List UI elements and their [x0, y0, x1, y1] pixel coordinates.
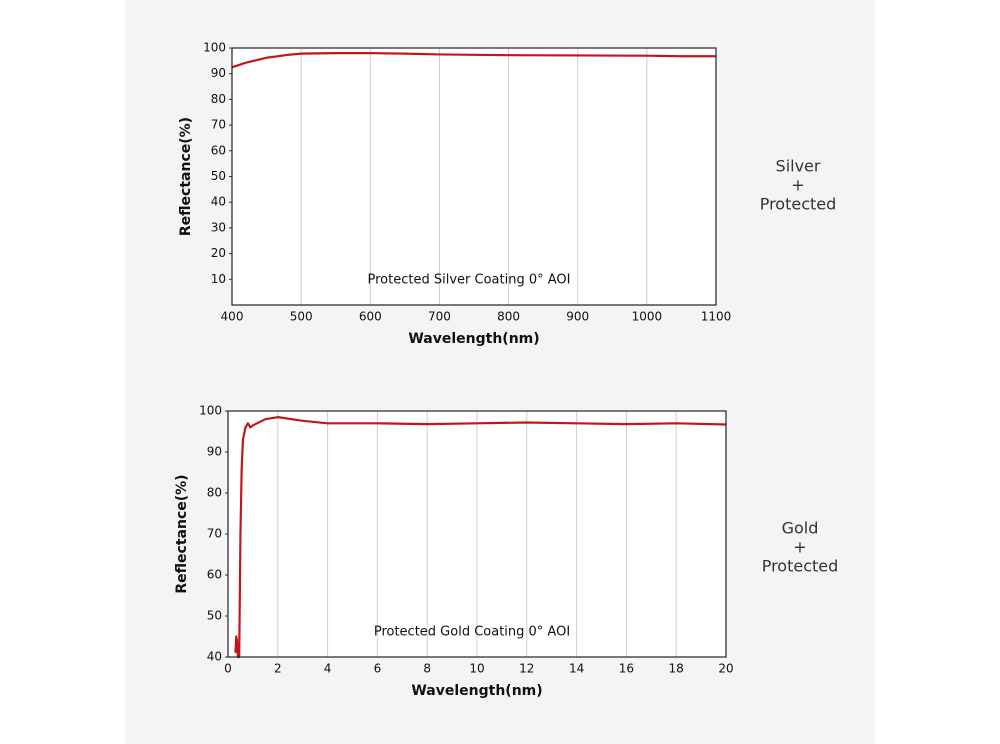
y-tick-label: 60: [207, 568, 222, 582]
x-tick-label: 1100: [701, 310, 732, 324]
y-tick-label: 70: [211, 118, 226, 132]
x-tick-label: 500: [290, 310, 313, 324]
x-tick-label: 1000: [632, 310, 663, 324]
y-tick-label: 90: [211, 66, 226, 80]
x-tick-label: 16: [619, 662, 634, 676]
side-label: Protected: [760, 195, 837, 214]
x-tick-label: 4: [324, 662, 332, 676]
plot-frame: [227, 410, 727, 658]
y-tick-label: 50: [211, 169, 226, 183]
x-tick-label: 6: [374, 662, 382, 676]
y-tick-label: 20: [211, 246, 226, 260]
x-tick-label: 12: [519, 662, 534, 676]
x-tick-label: 700: [428, 310, 451, 324]
y-tick-label: 30: [211, 220, 226, 234]
x-tick-label: 600: [359, 310, 382, 324]
y-tick-label: 40: [211, 195, 226, 209]
y-tick-label: 70: [207, 527, 222, 541]
x-tick-label: 2: [274, 662, 282, 676]
annotation: Protected Gold Coating 0° AOI: [374, 625, 570, 640]
side-label: +: [793, 538, 806, 557]
y-tick-label: 10: [211, 272, 226, 286]
x-tick-label: 14: [569, 662, 584, 676]
x-tick-label: 20: [718, 662, 733, 676]
plot-area: [232, 48, 716, 305]
y-axis-label: Reflectance(%): [174, 474, 190, 593]
plot-frame: [231, 47, 717, 306]
y-tick-label: 80: [207, 486, 222, 500]
x-tick-label: 0: [224, 662, 232, 676]
side-label: Gold: [782, 519, 819, 538]
y-tick-label: 50: [207, 609, 222, 623]
y-tick-label: 80: [211, 92, 226, 106]
y-tick-label: 90: [207, 445, 222, 459]
x-tick-label: 400: [221, 310, 244, 324]
annotation: Protected Silver Coating 0° AOI: [368, 273, 571, 288]
y-tick-label: 100: [203, 41, 226, 55]
side-label: +: [791, 176, 804, 195]
x-tick-label: 18: [669, 662, 684, 676]
y-tick-label: 40: [207, 650, 222, 664]
side-label: Protected: [762, 557, 839, 576]
data-line: [231, 52, 716, 69]
x-tick-label: 10: [469, 662, 484, 676]
y-tick-label: 100: [199, 404, 222, 418]
y-tick-label: 60: [211, 143, 226, 157]
x-axis-label: Wavelength(nm): [408, 331, 539, 347]
x-tick-label: 800: [497, 310, 520, 324]
side-label: Silver: [776, 157, 821, 176]
x-tick-label: 8: [423, 662, 431, 676]
x-tick-label: 900: [566, 310, 589, 324]
y-axis-label: Reflectance(%): [178, 117, 194, 236]
x-axis-label: Wavelength(nm): [411, 683, 542, 699]
